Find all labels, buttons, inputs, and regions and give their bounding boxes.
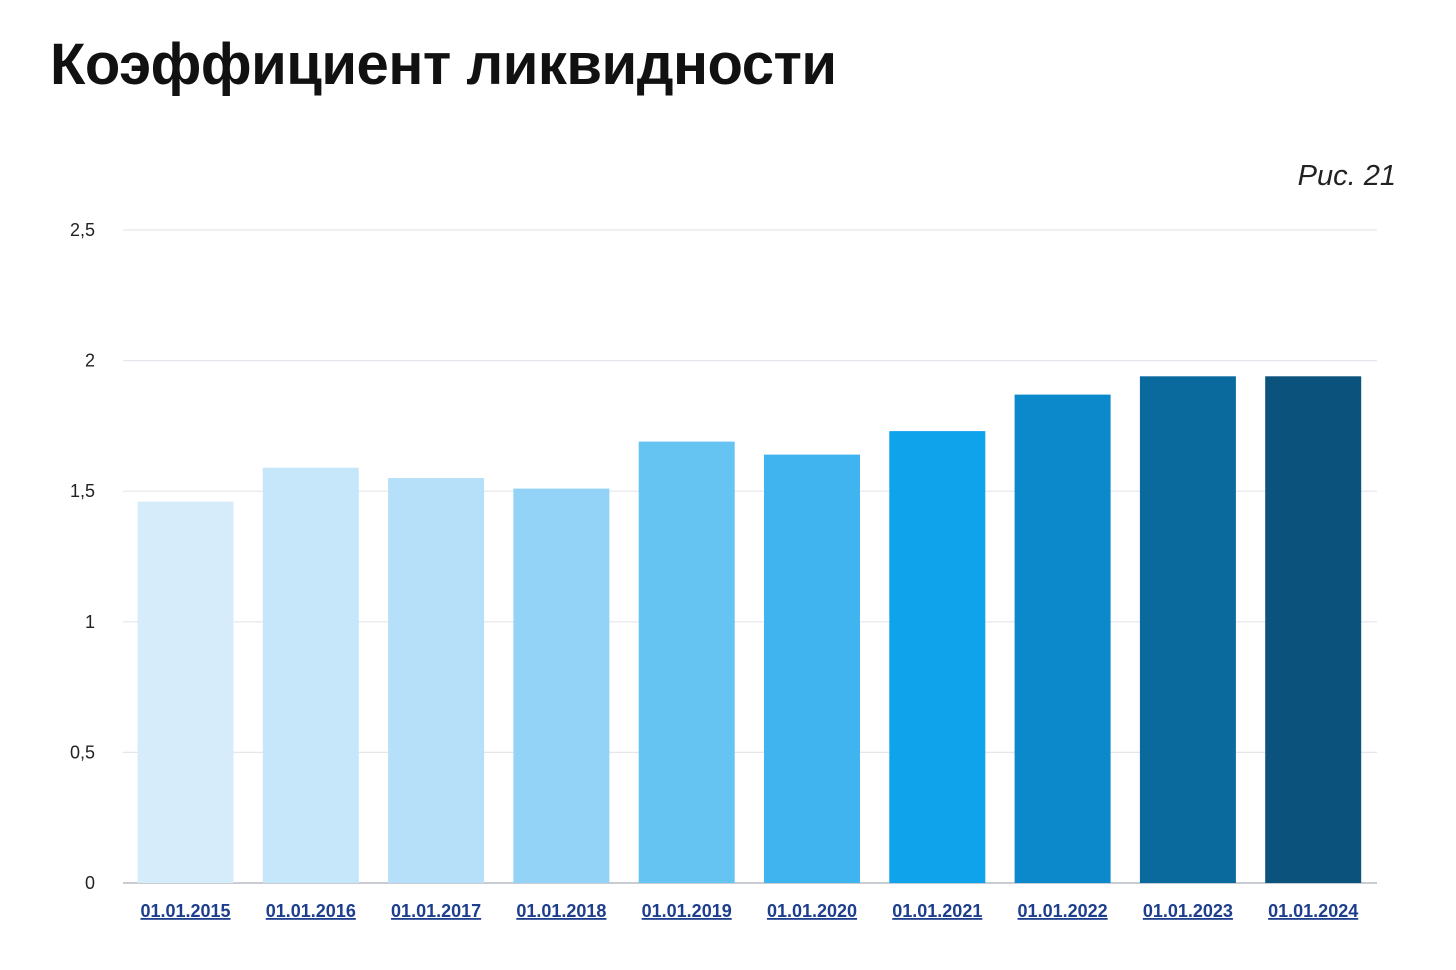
x-axis-labels: 01.01.2015 01.01.2016 01.01.2017 01.01.2018… xyxy=(140,901,1358,921)
bar-01.01.2019 xyxy=(638,441,735,883)
bars xyxy=(137,376,1362,883)
bar-01.01.2016 xyxy=(262,467,359,883)
bar-01.01.2022 xyxy=(1014,394,1111,883)
x-tick-label[interactable]: 01.01.2021 xyxy=(892,901,982,921)
y-axis-ticks: 0 0,5 1 1,5 2 2,5 xyxy=(70,220,95,893)
y-tick-label: 2,5 xyxy=(70,220,95,240)
bar-01.01.2023 xyxy=(1139,376,1236,883)
x-tick-label[interactable]: 01.01.2024 xyxy=(1268,901,1358,921)
bar-01.01.2024 xyxy=(1265,376,1362,883)
x-tick-label[interactable]: 01.01.2020 xyxy=(767,901,857,921)
y-tick-label: 2 xyxy=(85,351,95,371)
figure-label: Рис. 21 xyxy=(1297,160,1396,192)
x-tick-label[interactable]: 01.01.2022 xyxy=(1018,901,1108,921)
bar-01.01.2015 xyxy=(137,501,234,883)
x-tick-label[interactable]: 01.01.2019 xyxy=(642,901,732,921)
y-tick-label: 1,5 xyxy=(70,481,95,501)
bar-01.01.2021 xyxy=(889,431,986,883)
x-tick-label[interactable]: 01.01.2018 xyxy=(516,901,606,921)
y-tick-label: 0,5 xyxy=(70,742,95,762)
y-tick-label: 0 xyxy=(85,873,95,893)
x-tick-label[interactable]: 01.01.2016 xyxy=(266,901,356,921)
bar-01.01.2018 xyxy=(513,488,610,883)
chart-title: Коэффициент ликвидности xyxy=(50,32,837,97)
y-tick-label: 1 xyxy=(85,612,95,632)
bar-01.01.2017 xyxy=(388,478,485,883)
x-tick-label[interactable]: 01.01.2015 xyxy=(140,901,230,921)
x-tick-label[interactable]: 01.01.2017 xyxy=(391,901,481,921)
bar-01.01.2020 xyxy=(764,454,860,883)
x-tick-label[interactable]: 01.01.2023 xyxy=(1143,901,1233,921)
